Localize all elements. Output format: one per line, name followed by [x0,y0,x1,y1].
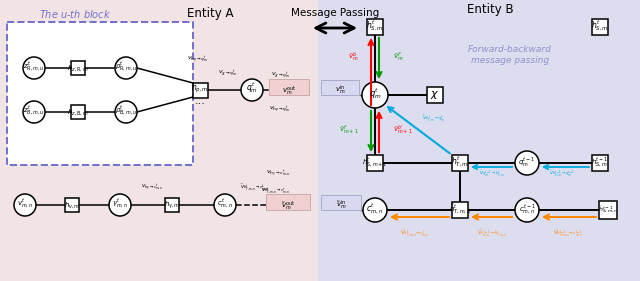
Text: $v_{\chi\to q^t_m}$: $v_{\chi\to q^t_m}$ [271,71,290,80]
Bar [65,198,79,212]
Text: $v_{h_\gamma\to c^t_{m,n}}$: $v_{h_\gamma\to c^t_{m,n}}$ [266,168,290,178]
Circle shape [241,79,263,101]
Bar [71,61,85,75]
Circle shape [214,194,236,216]
Text: $\bar{v}_{h^t_{T,m}\to q^t_m}$: $\bar{v}_{h^t_{T,m}\to q^t_m}$ [422,113,445,123]
Bar [427,87,443,103]
Text: $\rho^t_{{\rm B},m,u}$: $\rho^t_{{\rm B},m,u}$ [115,104,137,116]
Text: $\bar{v}_{\tilde{h}^t_{{\rm T},m,n}\to c^t_{m,n}}$: $\bar{v}_{\tilde{h}^t_{{\rm T},m,n}\to c… [261,185,290,195]
Text: $c^t_{m,n}$: $c^t_{m,n}$ [217,197,233,209]
Text: $q^{t-1}_m$: $q^{t-1}_m$ [518,155,536,169]
Text: $z^t_{{\rm B},m,u}$: $z^t_{{\rm B},m,u}$ [23,104,45,116]
Text: $h^t_{T,m}$: $h^t_{T,m}$ [451,155,469,169]
Text: $\bar{v}^{f'}_m$: $\bar{v}^{f'}_m$ [393,51,404,64]
Circle shape [115,57,137,79]
Text: $h^{t-1}_{S,m}$: $h^{t-1}_{S,m}$ [591,156,609,168]
Bar [367,155,383,171]
Bar [592,19,608,35]
Text: $h^t_{S,m}$: $h^t_{S,m}$ [366,19,384,33]
Bar [165,198,179,212]
Text: $\bar{V}_{\tilde{h}^t_{T,m,n}\to c^t_{m,n}}$: $\bar{V}_{\tilde{h}^t_{T,m,n}\to c^t_{m,… [400,228,430,238]
Bar [193,83,207,98]
Bar [599,201,617,219]
Circle shape [515,151,539,175]
Text: The $u$-th block: The $u$-th block [39,8,111,20]
Bar [592,155,608,171]
Text: $\rho^t_{{\rm R},m,u}$: $\rho^t_{{\rm R},m,u}$ [115,60,137,72]
Text: $v_{h_p\to q^t_m}$: $v_{h_p\to q^t_m}$ [188,55,209,65]
Text: $\bar{V}_{c^{t-1}_{m,n}\to \tilde{h}^t_{T,m,n}}$: $\bar{V}_{c^{t-1}_{m,n}\to \tilde{h}^t_{… [477,228,507,238]
FancyBboxPatch shape [7,22,193,165]
Text: $q^t_m$: $q^t_m$ [246,81,258,96]
Bar [367,19,383,35]
Bar [452,155,468,171]
FancyBboxPatch shape [269,79,309,95]
FancyBboxPatch shape [266,194,310,210]
Text: $c^{t-1}_{m,n}$: $c^{t-1}_{m,n}$ [518,203,536,215]
FancyBboxPatch shape [321,80,359,95]
Text: $\bar{V}_{\tilde{h}^{t-1}_{S,m,n}\to c^{t-1}_{m,n}}$: $\bar{V}_{\tilde{h}^{t-1}_{S,m,n}\to c^{… [553,228,583,238]
Text: $\tilde{h}^t_{T,m,n}$: $\tilde{h}^t_{T,m,n}$ [449,203,471,216]
Text: $h_{\gamma,m}$: $h_{\gamma,m}$ [164,199,180,211]
Text: $h_{v,m}$: $h_{v,m}$ [64,200,80,210]
Bar [452,202,468,218]
Circle shape [363,198,387,222]
Text: $\bar{v}^b_m$: $\bar{v}^b_m$ [348,50,359,64]
Circle shape [515,198,539,222]
Text: $\bar{v}_{h^{t-1}_{S,m}\to q^{t-1}_m}$: $\bar{v}_{h^{t-1}_{S,m}\to q^{t-1}_m}$ [549,168,575,178]
Circle shape [23,101,45,123]
Text: $h^t_{S,m+1}$: $h^t_{S,m+1}$ [362,156,388,168]
Text: Message Passing: Message Passing [291,8,379,18]
Text: $v_{h_\gamma\to c^t_{m,n}}$: $v_{h_\gamma\to c^t_{m,n}}$ [141,182,163,192]
Text: $h_{z,{\rm R},m}$: $h_{z,{\rm R},m}$ [67,63,89,73]
FancyBboxPatch shape [0,0,318,281]
Text: $v^t_{m,n}$: $v^t_{m,n}$ [17,197,33,209]
Text: $v^{\rm in}_m$: $v^{\rm in}_m$ [335,83,346,97]
Text: $\bar{v}_{\tilde{h}^t_{{\rm T},m,n}\to c^t_{m,n}}$: $\bar{v}_{\tilde{h}^t_{{\rm T},m,n}\to c… [241,182,269,192]
Circle shape [109,194,131,216]
Text: $h_{p,m}$: $h_{p,m}$ [191,81,209,94]
Text: $h^t_{S,m}$: $h^t_{S,m}$ [591,19,609,33]
Circle shape [362,82,388,108]
Text: $\chi$: $\chi$ [430,89,440,101]
Circle shape [14,194,36,216]
FancyBboxPatch shape [321,195,361,210]
Text: $v_{\chi\to q^t_m}$: $v_{\chi\to q^t_m}$ [218,68,237,78]
Text: $c^t_{m,n}$: $c^t_{m,n}$ [367,202,383,216]
Text: $\gamma^t_{m,n}$: $\gamma^t_{m,n}$ [112,197,128,209]
Text: Entity A: Entity A [187,8,233,21]
Text: $v_{h_p\to q^t_m}$: $v_{h_p\to q^t_m}$ [269,105,290,115]
Text: Forward-backward
message passing: Forward-backward message passing [468,45,552,65]
Text: $z^t_{{\rm R},m,u}$: $z^t_{{\rm R},m,u}$ [23,60,45,72]
Circle shape [23,57,45,79]
Text: $\bar{v}_{q^{t-1}_m\to h^t_{T,m}}$: $\bar{v}_{q^{t-1}_m\to h^t_{T,m}}$ [479,168,505,178]
FancyBboxPatch shape [318,0,640,281]
Bar [71,105,85,119]
Text: $\tilde{v}^{\rm out}_m$: $\tilde{v}^{\rm out}_m$ [281,199,295,213]
Text: $\tilde{h}^{t-1}_{S,m,n}$: $\tilde{h}^{t-1}_{S,m,n}$ [598,204,618,214]
Text: $q^t_m$: $q^t_m$ [369,87,381,101]
Text: $\bar{v}^f_{m+1}$: $\bar{v}^f_{m+1}$ [339,123,359,137]
Text: $\tilde{v}^{\rm in}_m$: $\tilde{v}^{\rm in}_m$ [336,198,346,212]
Text: Entity B: Entity B [467,3,513,17]
Text: $v^{\rm out}_m$: $v^{\rm out}_m$ [282,84,296,98]
Text: $h_{z,{\rm B},m}$: $h_{z,{\rm B},m}$ [67,107,89,117]
Circle shape [115,101,137,123]
Text: ...: ... [195,96,205,106]
Text: $\bar{v}^{b'}_{m+1}$: $\bar{v}^{b'}_{m+1}$ [393,124,413,137]
